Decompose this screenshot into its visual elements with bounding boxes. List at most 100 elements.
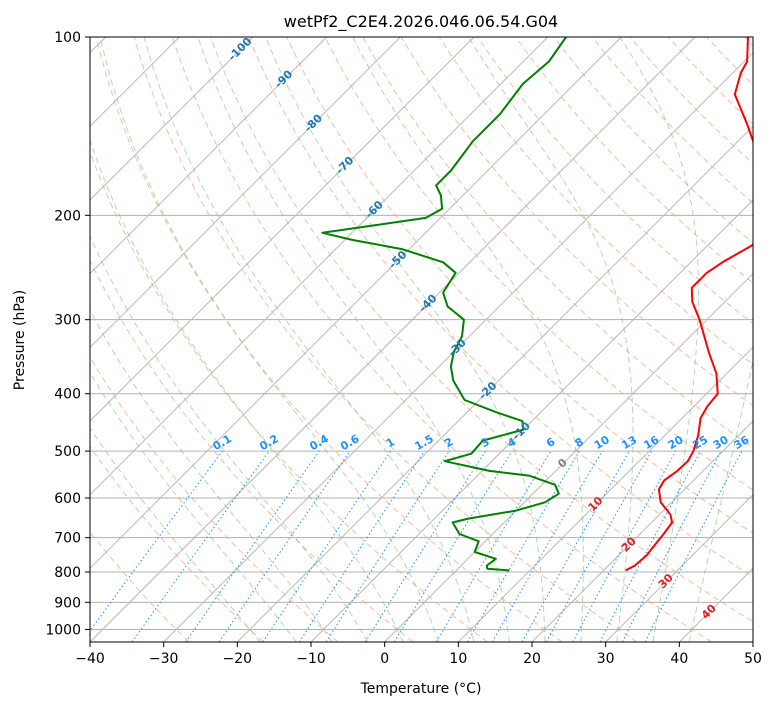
dry-adiabat <box>515 37 753 284</box>
x-tick-label: −30 <box>149 651 179 667</box>
mixing-ratio-line <box>185 450 320 642</box>
y-tick-label: 400 <box>54 387 81 403</box>
isotherm-line <box>531 420 753 642</box>
moist-adiabat <box>265 37 546 642</box>
dry-adiabat <box>90 150 488 642</box>
dry-adiabat <box>90 531 190 642</box>
isotherm-label: -20 <box>476 379 499 402</box>
x-tick-label: −40 <box>75 651 105 667</box>
mixing-ratio-label: 30 <box>711 433 731 452</box>
mixing-ratio-label: 1 <box>384 435 397 450</box>
y-axis-label: Pressure (hPa) <box>12 290 28 390</box>
mixing-ratio-line <box>599 450 701 642</box>
mixing-ratio-line <box>467 450 580 642</box>
dry-adiabat <box>210 37 753 623</box>
dry-adiabat <box>90 445 264 642</box>
moist-adiabat <box>99 37 439 642</box>
dry-adiabat <box>477 37 753 325</box>
moist-adiabat <box>352 37 584 642</box>
moist-adiabat <box>688 358 753 642</box>
y-tick-label: 1000 <box>45 622 81 638</box>
plot-frame <box>89 36 754 643</box>
mixing-ratio-line <box>521 450 630 642</box>
isotherm-line <box>90 37 401 349</box>
isotherm-line <box>90 37 475 422</box>
background-lines <box>90 37 753 642</box>
mixing-ratio-line <box>218 450 351 642</box>
axes: −40 −30 −20 −10 0 10 20 30 40 5010020030040050060… <box>45 30 762 667</box>
y-tick-label: 100 <box>54 30 81 46</box>
mixing-ratio-label: 3 <box>479 435 492 450</box>
x-tick-label: 0 <box>380 651 389 667</box>
isotherm-line <box>678 567 753 642</box>
y-tick-label: 600 <box>54 491 81 507</box>
dry-adiabat <box>553 37 753 244</box>
mixing-ratio-line <box>393 450 513 642</box>
mixing-ratio-line <box>325 450 450 642</box>
dry-adiabat <box>171 37 712 642</box>
isotherm-line <box>163 51 753 642</box>
y-tick-label: 500 <box>54 444 81 460</box>
isotherm-line <box>384 272 753 642</box>
x-tick-label: −20 <box>223 651 253 667</box>
isotherm-line <box>90 37 696 642</box>
moist-adiabat <box>90 235 369 642</box>
temperature-line <box>625 37 753 572</box>
dry-adiabat <box>362 37 753 449</box>
warm-isotherm-label: 0 <box>555 456 570 471</box>
mixing-ratio-line <box>298 450 425 642</box>
y-tick-label: 200 <box>54 208 81 224</box>
dry-adiabat <box>90 259 414 642</box>
mixing-ratio-label: 0.2 <box>257 432 280 453</box>
isotherm-line <box>605 493 753 642</box>
isotherm-line <box>236 125 753 642</box>
x-axis-label: Temperature (°C) <box>360 681 482 697</box>
moist-adiabat <box>90 371 297 642</box>
dry-adiabat <box>324 37 753 491</box>
mixing-ratio-line <box>545 450 653 642</box>
y-tick-label: 800 <box>54 565 81 581</box>
dry-adiabat <box>400 37 753 407</box>
moist-adiabat <box>467 37 634 642</box>
x-tick-label: 10 <box>449 651 467 667</box>
dry-adiabat <box>591 37 753 204</box>
dry-adiabat <box>629 37 753 165</box>
mixing-ratio-label: 2 <box>442 435 455 450</box>
moist-adiabat <box>90 427 261 642</box>
plot-area <box>90 37 753 642</box>
mixing-ratio-label: 0.1 <box>210 432 233 453</box>
dewpoint-line <box>321 37 567 572</box>
moist-adiabat <box>90 309 333 642</box>
chart-title: wetPf2_C2E4.2026.046.06.54.G04 <box>284 12 558 32</box>
mixing-ratio-label: 10 <box>592 433 612 452</box>
mixing-ratio-label: 6 <box>544 435 557 450</box>
isotherm-label: -100 <box>226 35 255 64</box>
dry-adiabat <box>706 37 753 86</box>
mixing-ratio-label: 13 <box>619 433 639 452</box>
mixing-ratio-label: 1.5 <box>412 432 435 453</box>
dry-adiabat <box>133 37 638 642</box>
isotherm-line <box>457 346 753 642</box>
mixing-ratio-line <box>90 450 223 632</box>
mixing-ratio-label: 16 <box>641 433 661 452</box>
x-tick-label: 40 <box>670 651 688 667</box>
series-lines <box>321 37 753 572</box>
mixing-ratio-line <box>491 450 603 642</box>
moist-adiabat <box>90 138 404 642</box>
dry-adiabat <box>90 356 339 642</box>
dry-adiabat <box>248 37 753 578</box>
x-tick-label: −10 <box>296 651 326 667</box>
dry-adiabat <box>668 37 753 125</box>
mixing-ratio-label: 0.4 <box>307 432 331 453</box>
isotherm-line <box>752 641 753 642</box>
x-tick-label: 20 <box>523 651 541 667</box>
mixing-ratio-label: 36 <box>732 433 752 452</box>
mixing-ratio-line <box>262 450 392 642</box>
mixing-ratio-line <box>572 450 677 642</box>
x-tick-label: 50 <box>744 651 762 667</box>
mixing-ratio-label: 0.6 <box>338 432 362 453</box>
moist-adiabat <box>197 37 510 642</box>
y-tick-label: 700 <box>54 531 81 547</box>
moist-adiabat <box>143 37 475 642</box>
